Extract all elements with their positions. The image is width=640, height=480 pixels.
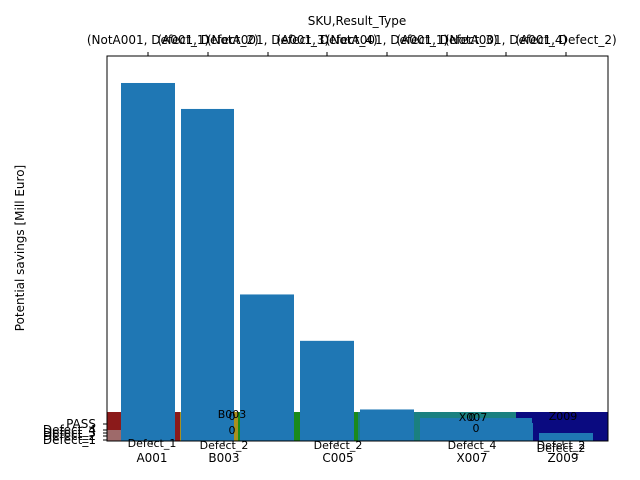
left-tick-label: Defect_3 xyxy=(43,426,96,440)
inner-label: Defect_4 xyxy=(448,439,497,452)
group-header: X007 xyxy=(459,411,488,424)
left-tick-label: PASS xyxy=(66,417,96,431)
top-tick-label: (NotA001, Defect_3) xyxy=(207,33,329,47)
bar xyxy=(300,340,354,441)
top-tick-label: (A001, Defect_3) xyxy=(396,33,497,47)
bottom-tick-label: B003 xyxy=(208,451,239,465)
top-tick-label: (NotA001, Defect_1) xyxy=(326,33,448,47)
top-tick-label: (A001, Defect_4) xyxy=(276,33,377,47)
bar xyxy=(121,82,175,442)
sku-strip-patch xyxy=(107,430,121,441)
left-tick-label: Defect_1 xyxy=(43,433,96,447)
plot-frame xyxy=(106,55,609,442)
bar-series xyxy=(121,82,593,442)
inner-value: 0 xyxy=(469,411,476,424)
bottom-tick-label: C005 xyxy=(322,451,353,465)
top-tick-label: (NotA001, Defect_1) xyxy=(87,33,209,47)
inner-label: Defect_2 xyxy=(200,439,249,452)
left-tick-label: Defect_4 xyxy=(43,423,96,437)
inner-value: 0 xyxy=(229,410,236,423)
bottom-tick-label: Z009 xyxy=(547,451,578,465)
bottom-tick-label: X007 xyxy=(456,451,487,465)
bar xyxy=(240,294,294,441)
top-tick-label: (A001, Defect_2) xyxy=(515,33,616,47)
inner-label: Defect_2 xyxy=(314,439,363,452)
bar xyxy=(360,409,414,441)
group-header: B003 xyxy=(218,408,247,421)
bottom-tick-label: A001 xyxy=(136,451,167,465)
top-tick-label: (NotA001, Defect_4) xyxy=(445,33,567,47)
group-header: Z009 xyxy=(549,410,578,423)
left-tick-label: Defect_2 xyxy=(43,429,96,443)
top-axis-title: SKU,Result_Type xyxy=(308,14,406,28)
y-axis-label: Potential savings [Mill Euro] xyxy=(13,165,27,331)
bar xyxy=(539,433,593,441)
bar xyxy=(474,423,533,441)
inner-label: Defect_2 xyxy=(537,439,586,452)
top-tick-label: (A001, Defect_2) xyxy=(157,33,258,47)
top-axis: (NotA001, Defect_1)(A001, Defect_2)(NotA… xyxy=(87,33,617,56)
bottom-axis: A001 B003 C005 X007 Z009 xyxy=(136,441,579,465)
inner-label: Defect_2 xyxy=(537,442,586,455)
inner-value: 0 xyxy=(473,422,480,435)
bar xyxy=(181,108,234,441)
inner-value: 0 xyxy=(229,424,236,437)
inner-labels: Defect_1 Defect_2 Defect_2 Defect_4 Defect_2… xyxy=(128,408,586,455)
